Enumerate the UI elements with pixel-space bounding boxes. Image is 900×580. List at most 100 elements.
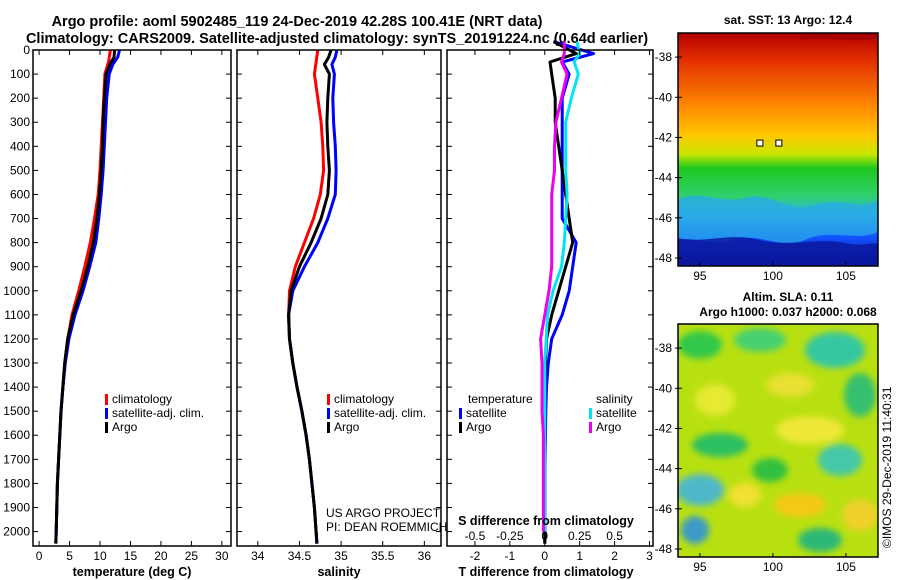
sla-map-frame [677, 323, 879, 558]
legend-satellite-label: satellite-adj. clim. [112, 406, 204, 420]
legend-t-argo-label: Argo [466, 420, 492, 434]
sla-title-line1: Altim. SLA: 0.11 [743, 290, 834, 304]
x-tick-label: 3 [646, 549, 653, 563]
depth-tick-label: 1800 [3, 476, 30, 490]
depth-tick-label: 1700 [3, 452, 30, 466]
difference-panel-frame [446, 49, 654, 547]
depth-tick-label: 800 [10, 236, 30, 250]
map-y-tick-label: -42 [655, 130, 673, 144]
legend-argo-label: Argo [112, 420, 138, 434]
figure-title-line2: Climatology: CARS2009. Satellite-adjuste… [26, 31, 648, 47]
series-salinity-argo [539, 41, 569, 532]
map-x-tick-label: 100 [763, 560, 783, 574]
sst-map-title: sat. SST: 13 Argo: 12.4 [724, 13, 853, 27]
depth-tick-label: 600 [10, 187, 30, 201]
depth-tick-label: 1300 [3, 356, 30, 370]
depth-tick-label: 400 [10, 139, 30, 153]
sst-warm-patch [800, 33, 878, 41]
x2-tick-label: 0.5 [606, 529, 623, 543]
depth-tick-label: 1200 [3, 332, 30, 346]
depth-tick-label: 2000 [3, 525, 30, 539]
credit-project: US ARGO PROJECT [326, 506, 441, 520]
map-x-tick-label: 95 [693, 269, 707, 283]
map-x-tick-label: 95 [693, 560, 707, 574]
depth-tick-label: 1100 [4, 308, 30, 322]
x-axis-label: temperature (deg C) [73, 565, 192, 579]
x-tick-label: 30 [215, 549, 229, 563]
sst-cold-band [678, 237, 878, 266]
series-climatology [287, 49, 326, 544]
x2-tick-label: 0.25 [568, 529, 592, 543]
depth-tick-label: 0 [23, 43, 30, 57]
legend-t-satellite-label: satellite [466, 406, 507, 420]
map-y-tick-label: -46 [655, 211, 673, 225]
x-tick-label: 34.5 [288, 549, 312, 563]
map-y-tick-label: -44 [655, 171, 673, 185]
x-tick-label: -2 [470, 549, 481, 563]
temperature-profile-panel: 0100200300400500600700800900100011001200… [3, 43, 232, 579]
x-tick-label: 20 [154, 549, 168, 563]
sla-field [678, 324, 878, 557]
depth-tick-label: 1400 [3, 380, 30, 394]
salinity-difference-axis-label: S difference from climatology [458, 514, 634, 528]
x-tick-label: 1 [576, 549, 583, 563]
sst-field [678, 33, 878, 266]
legend-t-argo-swatch [459, 422, 462, 433]
legend-satellite-swatch [327, 408, 330, 419]
x2-tick-label: -0.5 [465, 529, 486, 543]
temperature-panel-frame [32, 49, 232, 547]
x2-tick-label: -0.25 [496, 529, 524, 543]
x2-tick-label: 0 [541, 529, 548, 543]
map-y-tick-label: -46 [655, 502, 673, 516]
depth-tick-label: 1600 [3, 428, 30, 442]
salinity-profile-panel: 34 34.5 35 35.5 36 salinity climatology satel… [236, 49, 447, 579]
depth-tick-label: 900 [10, 260, 30, 274]
legend-argo-swatch [327, 422, 330, 433]
legend-s-satellite-swatch [589, 408, 592, 419]
sla-title-line2: Argo h1000: 0.037 h2000: 0.068 [699, 305, 877, 319]
figure-title-line1: Argo profile: aoml 5902485_119 24-Dec-20… [52, 14, 543, 30]
sst-map: sat. SST: 13 Argo: 12.4 95 100 105 -38 -40 -4… [655, 13, 879, 283]
legend-salinity-header: salinity [596, 392, 633, 406]
legend-satellite-swatch [105, 408, 108, 419]
map-y-tick-label: -40 [655, 381, 673, 395]
credit-pi: PI: DEAN ROEMMICH [326, 520, 447, 534]
imos-timestamp: ©IMOS 29-Dec-2019 11:40:31 [880, 386, 894, 548]
legend-temperature-header: temperature [468, 392, 533, 406]
argo-location-marker [775, 139, 783, 147]
x-tick-label: 0 [541, 549, 548, 563]
x-tick-label: -1 [505, 549, 516, 563]
depth-tick-label: 1500 [3, 404, 30, 418]
salinity-legend: climatology satellite-adj. clim. Argo [327, 392, 426, 434]
x-tick-label: 34 [251, 549, 265, 563]
map-y-tick-label: -48 [655, 251, 673, 265]
map-x-tick-label: 105 [836, 269, 856, 283]
x-tick-label: 2 [611, 549, 618, 563]
depth-tick-label: 100 [10, 67, 30, 81]
series-argo [54, 49, 117, 544]
x-tick-label: 36 [418, 549, 432, 563]
sla-map: Altim. SLA: 0.11 Argo h1000: 0.037 h2000… [655, 290, 879, 574]
x-tick-label: 35.5 [371, 549, 395, 563]
x-tick-label: 0 [36, 549, 43, 563]
difference-legend: temperature salinity satellite Argo sate… [459, 392, 637, 434]
map-y-tick-label: -48 [655, 542, 673, 556]
legend-climatology-swatch [327, 394, 330, 405]
legend-argo-label: Argo [334, 420, 360, 434]
difference-panel: -2 -1 0 1 2 3 -0.5 -0.25 0 0.25 0.5 T difference fr… [446, 40, 654, 579]
map-y-tick-label: -42 [655, 421, 673, 435]
depth-tick-label: 200 [10, 91, 30, 105]
map-y-tick-label: -40 [655, 90, 673, 104]
x-axis-label: T difference from climatology [458, 565, 633, 579]
legend-t-satellite-swatch [459, 408, 462, 419]
depth-tick-label: 1900 [3, 500, 30, 514]
map-x-tick-label: 100 [763, 269, 783, 283]
x-tick-label: 5 [66, 549, 73, 563]
legend-s-satellite-label: satellite [596, 406, 637, 420]
map-y-tick-label: -44 [655, 462, 673, 476]
previous-location-marker [756, 139, 764, 147]
x-tick-label: 35 [334, 549, 348, 563]
legend-argo-swatch [105, 422, 108, 433]
temperature-legend: climatology satellite-adj. clim. Argo [105, 392, 204, 434]
